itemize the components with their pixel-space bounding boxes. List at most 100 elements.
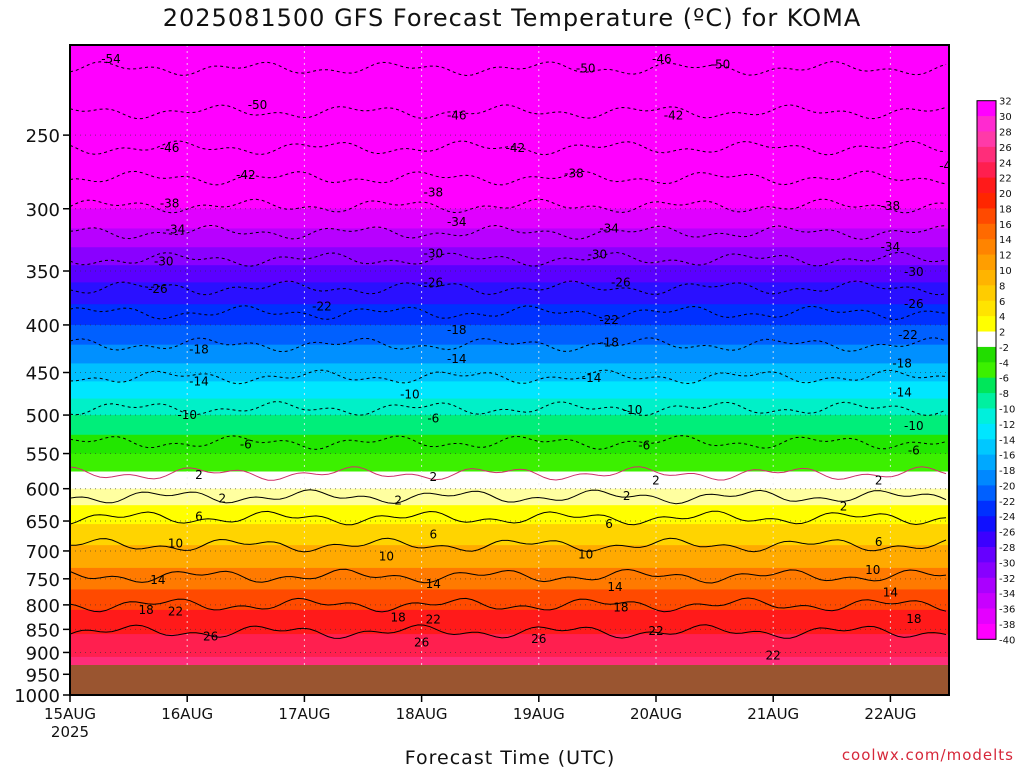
- isotherm-line: [70, 224, 947, 240]
- isotherm-label: -18: [599, 336, 619, 350]
- isotherm-label: 2: [195, 468, 203, 482]
- y-tick-label: 750: [26, 570, 60, 591]
- colorbar-label: 4: [999, 312, 1005, 323]
- temperature-band: [70, 453, 949, 473]
- isotherm-label: -10: [904, 419, 924, 433]
- isotherm-label: 14: [607, 580, 622, 594]
- colorbar-label: -16: [999, 451, 1015, 462]
- isotherm-label: 2: [219, 492, 227, 506]
- temperature-band: [70, 398, 949, 416]
- isotherm-label: 26: [531, 632, 546, 646]
- colorbar-swatch: [977, 531, 996, 548]
- isotherm-label: -38: [424, 185, 444, 199]
- colorbar-label: -40: [999, 635, 1015, 646]
- colorbar-label: 14: [999, 235, 1012, 246]
- isotherm-label: -42: [236, 168, 256, 182]
- colorbar-swatch: [977, 470, 996, 486]
- isotherm-line: [70, 61, 947, 77]
- colorbar-swatch: [977, 269, 996, 286]
- isotherm-label: 18: [391, 610, 406, 624]
- isotherm-label: -6: [240, 438, 252, 452]
- temperature-band: [70, 282, 949, 306]
- temperature-band: [70, 265, 949, 284]
- isotherm-label: -34: [166, 223, 186, 237]
- x-tick-sublabel: 2025: [51, 723, 89, 741]
- isotherm-label: 18: [139, 603, 154, 617]
- colorbar-swatch: [977, 100, 996, 117]
- temperature-band: [70, 505, 949, 525]
- isotherm-label: -18: [447, 323, 467, 337]
- colorbar-label: 10: [999, 266, 1012, 277]
- y-tick-label: 400: [26, 316, 60, 337]
- isotherm-label: -14: [447, 352, 467, 366]
- colorbar-swatch: [977, 346, 996, 363]
- colorbar-label: 18: [999, 204, 1012, 215]
- colorbar-swatch: [977, 177, 996, 194]
- x-tick-label: 18AUG: [396, 705, 448, 723]
- colorbar-label: -28: [999, 543, 1015, 554]
- y-tick-label: 350: [26, 262, 60, 283]
- isotherm-label: -26: [904, 297, 924, 311]
- isotherm-label: 2: [394, 494, 402, 508]
- x-axis-label: Forecast Time (UTC): [405, 747, 615, 768]
- temperature-band: [70, 589, 949, 611]
- colorbar-swatch: [977, 623, 996, 640]
- colorbar-swatch: [977, 377, 996, 394]
- colorbar-swatch: [977, 562, 996, 579]
- temperature-band: [70, 381, 949, 400]
- temperature-band: [70, 324, 949, 346]
- temperature-band: [70, 304, 949, 326]
- isotherm-label: 6: [195, 510, 203, 524]
- isotherm-label: -46: [951, 73, 971, 87]
- temperature-band: [70, 344, 949, 365]
- colorbar-swatch: [977, 439, 996, 456]
- colorbar-swatch: [977, 393, 996, 409]
- colorbar: 32 30 28 26 24 22 20 18 16 14 12 10 8 6 4 2 -2 -4 -6 -8 -10 -…: [976, 97, 1015, 646]
- temperature-band: [70, 415, 949, 436]
- temperature-band: [70, 567, 949, 591]
- isotherm-lines: [70, 61, 947, 639]
- x-tick-label: 19AUG: [513, 705, 565, 723]
- isotherm-line: [70, 104, 947, 120]
- isotherm-label: 10: [578, 547, 593, 561]
- isotherm-label: 26: [203, 629, 218, 643]
- temperature-band: [70, 363, 949, 383]
- x-tick-label: 21AUG: [747, 705, 799, 723]
- colorbar-swatch: [977, 546, 996, 563]
- isotherm-label: -22: [599, 313, 619, 327]
- isotherm-label: 22: [766, 649, 781, 663]
- colorbar-swatch: [977, 162, 996, 179]
- isotherm-label: 22: [953, 643, 968, 657]
- isotherm-label: -18: [892, 356, 912, 370]
- isotherm-line: [70, 280, 947, 296]
- isotherm-label: -18: [189, 342, 209, 356]
- isotherm-label: -46: [447, 108, 467, 122]
- isotherm-line: [70, 435, 947, 450]
- isotherm-label: -10: [400, 387, 420, 401]
- isotherm-line: [70, 401, 947, 417]
- isotherm-label: 14: [883, 586, 898, 600]
- isotherm-line: [70, 568, 947, 584]
- colorbar-label: -32: [999, 574, 1015, 585]
- isotherm-label: -14: [582, 371, 602, 385]
- credit-text: coolwx.com/modelts: [841, 746, 1014, 764]
- y-tick-label: 700: [26, 542, 60, 563]
- isotherm-line: [70, 170, 947, 186]
- isotherm-label: 22: [426, 613, 441, 627]
- temperature-band: [70, 545, 949, 569]
- temperature-band: [70, 524, 949, 546]
- isotherm-label: 18: [906, 612, 921, 626]
- temperature-band: [70, 188, 949, 210]
- x-tick-label: 16AUG: [161, 705, 213, 723]
- ground-band: [70, 665, 949, 695]
- isotherm-label: 2: [623, 489, 631, 503]
- y-tick-label: 1000: [14, 686, 60, 707]
- isotherm-label: 2: [840, 499, 848, 513]
- isotherm-line: [70, 140, 947, 156]
- isotherm-label: -14: [189, 374, 209, 388]
- x-tick-label: 17AUG: [278, 705, 330, 723]
- isotherm-label: -46: [652, 52, 672, 66]
- isotherm-label: -38: [564, 167, 584, 181]
- isotherm-labels: -54-50-46-42-38-34-30-26-22-18-14-10-622…: [101, 52, 971, 663]
